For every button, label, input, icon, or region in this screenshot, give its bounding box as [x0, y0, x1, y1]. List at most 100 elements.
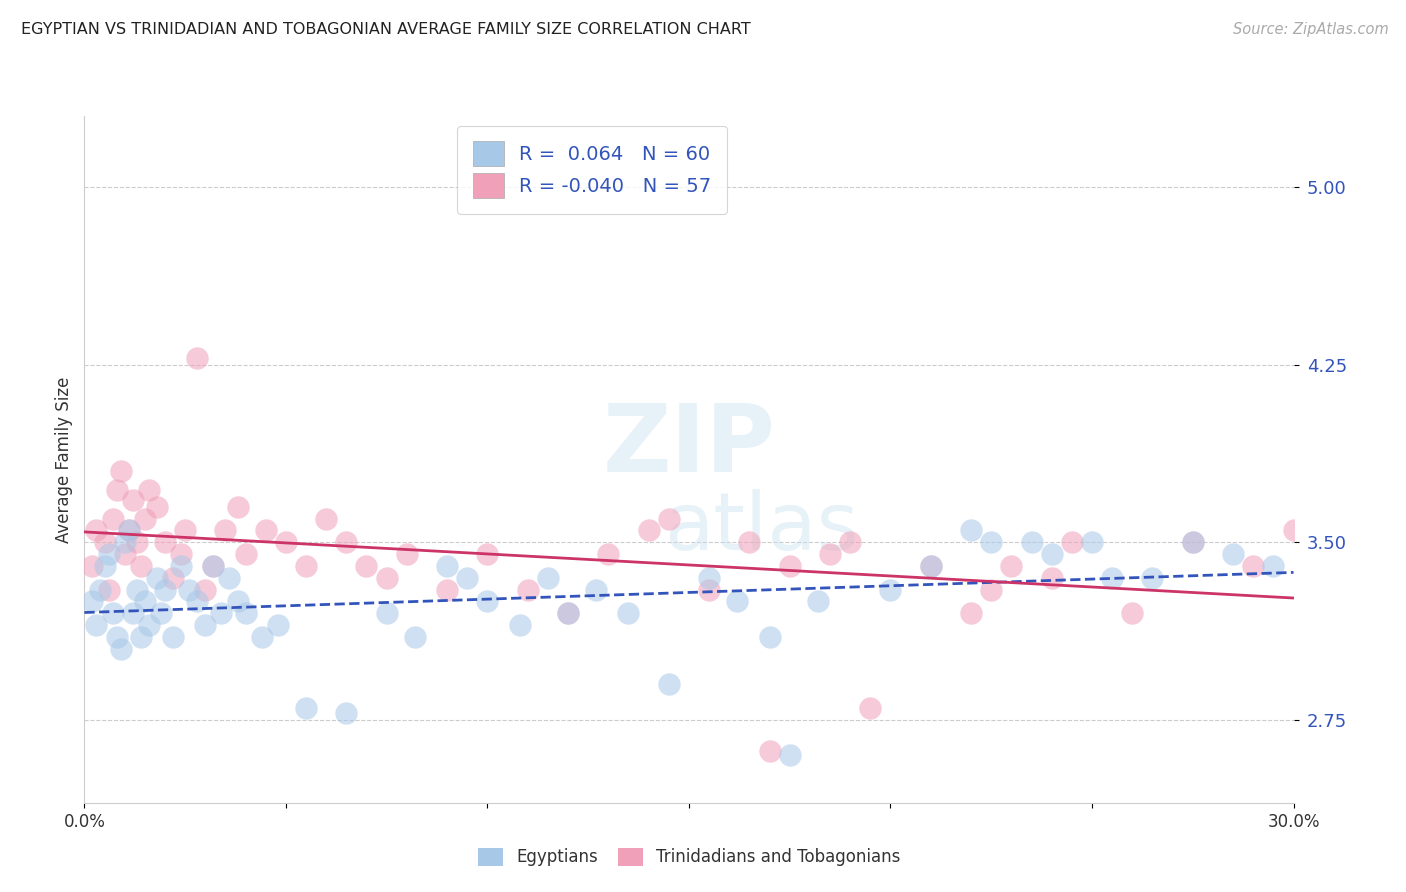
- Point: [859, 701, 882, 715]
- Point: [477, 547, 499, 561]
- Point: [335, 535, 357, 549]
- Point: [186, 594, 208, 608]
- Point: [153, 535, 176, 549]
- Point: [758, 744, 780, 758]
- Point: [110, 464, 132, 478]
- Point: [1081, 535, 1104, 549]
- Point: [194, 582, 217, 597]
- Point: [101, 607, 124, 621]
- Point: [162, 630, 184, 644]
- Point: [235, 547, 257, 561]
- Point: [138, 483, 160, 498]
- Y-axis label: Average Family Size: Average Family Size: [55, 376, 73, 542]
- Point: [110, 641, 132, 656]
- Point: [129, 558, 152, 573]
- Point: [807, 594, 830, 608]
- Point: [779, 748, 801, 763]
- Point: [153, 582, 176, 597]
- Point: [456, 571, 478, 585]
- Point: [93, 558, 115, 573]
- Point: [97, 547, 120, 561]
- Point: [179, 582, 201, 597]
- Text: atlas: atlas: [664, 489, 859, 567]
- Point: [1060, 535, 1083, 549]
- Point: [1181, 535, 1204, 549]
- Point: [1121, 607, 1143, 621]
- Point: [658, 511, 681, 525]
- Point: [980, 535, 1002, 549]
- Point: [105, 630, 128, 644]
- Point: [218, 571, 240, 585]
- Point: [114, 547, 136, 561]
- Point: [1040, 571, 1063, 585]
- Point: [82, 594, 104, 608]
- Point: [146, 571, 169, 585]
- Point: [335, 706, 357, 720]
- Point: [82, 558, 104, 573]
- Point: [1040, 547, 1063, 561]
- Point: [174, 524, 197, 538]
- Point: [960, 607, 983, 621]
- Point: [194, 618, 217, 632]
- Point: [295, 701, 318, 715]
- Point: [134, 511, 156, 525]
- Point: [436, 582, 458, 597]
- Point: [125, 535, 148, 549]
- Point: [235, 607, 257, 621]
- Text: Source: ZipAtlas.com: Source: ZipAtlas.com: [1233, 22, 1389, 37]
- Point: [138, 618, 160, 632]
- Point: [725, 594, 748, 608]
- Point: [758, 630, 780, 644]
- Text: EGYPTIAN VS TRINIDADIAN AND TOBAGONIAN AVERAGE FAMILY SIZE CORRELATION CHART: EGYPTIAN VS TRINIDADIAN AND TOBAGONIAN A…: [21, 22, 751, 37]
- Point: [86, 618, 108, 632]
- Point: [121, 492, 143, 507]
- Point: [697, 582, 720, 597]
- Point: [250, 630, 273, 644]
- Point: [1000, 558, 1022, 573]
- Point: [226, 500, 249, 514]
- Point: [129, 630, 152, 644]
- Point: [162, 571, 184, 585]
- Point: [170, 547, 193, 561]
- Point: [509, 618, 531, 632]
- Point: [125, 582, 148, 597]
- Point: [404, 630, 426, 644]
- Point: [658, 677, 681, 691]
- Point: [105, 483, 128, 498]
- Point: [186, 351, 208, 365]
- Point: [516, 582, 538, 597]
- Point: [585, 582, 607, 597]
- Point: [598, 547, 620, 561]
- Point: [86, 524, 108, 538]
- Point: [1282, 524, 1305, 538]
- Point: [920, 558, 942, 573]
- Point: [214, 524, 236, 538]
- Legend: R =  0.064   N = 60, R = -0.040   N = 57: R = 0.064 N = 60, R = -0.040 N = 57: [457, 126, 727, 213]
- Point: [960, 524, 983, 538]
- Point: [1181, 535, 1204, 549]
- Point: [557, 607, 579, 621]
- Point: [170, 558, 193, 573]
- Point: [637, 524, 659, 538]
- Point: [1101, 571, 1123, 585]
- Point: [436, 558, 458, 573]
- Point: [101, 511, 124, 525]
- Point: [1142, 571, 1164, 585]
- Point: [477, 594, 499, 608]
- Point: [202, 558, 225, 573]
- Point: [202, 558, 225, 573]
- Point: [149, 607, 172, 621]
- Point: [1241, 558, 1264, 573]
- Point: [114, 535, 136, 549]
- Point: [1222, 547, 1244, 561]
- Point: [121, 607, 143, 621]
- Point: [980, 582, 1002, 597]
- Point: [537, 571, 560, 585]
- Point: [209, 607, 232, 621]
- Point: [738, 535, 761, 549]
- Point: [818, 547, 841, 561]
- Point: [146, 500, 169, 514]
- Point: [1263, 558, 1285, 573]
- Point: [617, 607, 640, 621]
- Point: [89, 582, 111, 597]
